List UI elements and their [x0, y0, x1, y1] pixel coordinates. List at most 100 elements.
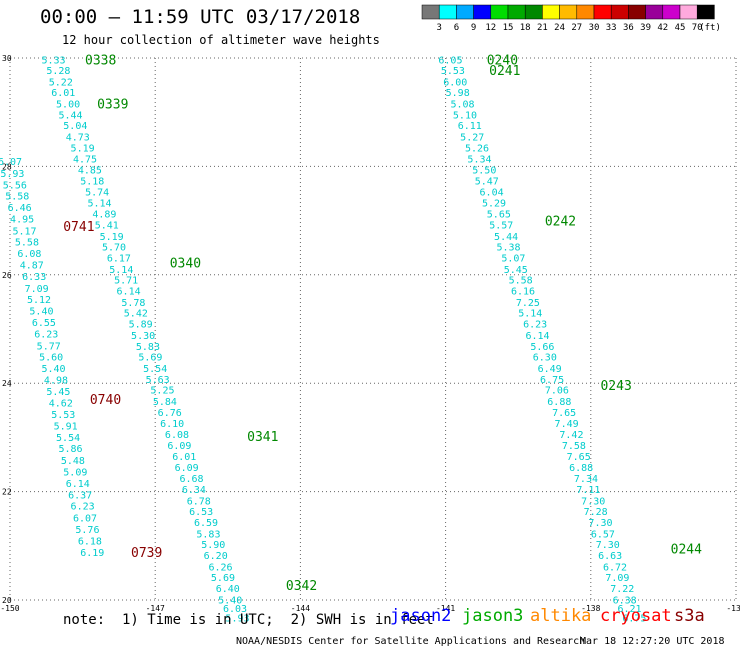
swh-value: 6.34 — [182, 485, 206, 496]
swh-value: 5.33 — [42, 56, 66, 67]
swh-value: 7.09 — [25, 284, 49, 295]
swh-value: 5.10 — [453, 110, 477, 121]
swh-value: 4.98 — [44, 375, 68, 386]
pass-time-label: 0243 — [600, 379, 631, 394]
swh-value: 6.72 — [603, 562, 627, 573]
swh-value: 5.83 — [136, 342, 160, 353]
swh-value: 6.49 — [538, 364, 562, 375]
swh-value: 6.04 — [480, 187, 504, 198]
pass-time-label: 0242 — [545, 215, 576, 230]
x-tick-label: -150 — [0, 604, 19, 613]
legend-jason2: jason2 — [390, 606, 452, 626]
swh-value: 6.46 — [8, 203, 32, 214]
swh-value: 6.23 — [523, 320, 547, 331]
swh-value: 5.65 — [487, 210, 511, 221]
swh-value: 5.69 — [138, 353, 162, 364]
colorbar-swatch — [696, 4, 715, 20]
colorbar-tick: 45 — [675, 23, 686, 33]
swh-value: 6.14 — [117, 287, 141, 298]
colorbar-swatch — [507, 4, 526, 20]
credit-line: NOAA/NESDIS Center for Satellite Applica… — [236, 636, 586, 647]
swh-value: 5.89 — [129, 320, 153, 331]
swh-value: 5.50 — [472, 166, 496, 177]
swh-value: 5.70 — [102, 243, 126, 254]
swh-value: 6.09 — [167, 441, 191, 452]
footer-note: note: 1) Time is in UTC; 2) SWH is in fe… — [63, 612, 434, 628]
swh-value: 6.08 — [165, 430, 189, 441]
wave-height-values: 5.335.285.226.015.005.445.044.735.194.75… — [0, 56, 646, 625]
swh-value: 5.09 — [63, 468, 87, 479]
swh-value: 6.16 — [511, 287, 535, 298]
swh-value: 6.88 — [547, 397, 571, 408]
pass-time-label: 0244 — [671, 543, 702, 558]
swh-value: 7.30 — [581, 496, 605, 507]
swh-value: 6.23 — [34, 329, 58, 340]
y-tick-label: 24 — [2, 379, 12, 388]
swh-value: 5.25 — [150, 386, 174, 397]
swh-value: 5.90 — [201, 540, 225, 551]
y-tick-label: 26 — [2, 271, 12, 280]
swh-value: 6.26 — [208, 562, 232, 573]
swh-value: 5.57 — [489, 220, 513, 231]
swh-value: 6.03 — [223, 604, 247, 615]
colorbar-swatch — [456, 4, 474, 20]
swh-value: 5.63 — [146, 375, 170, 386]
swh-value: 5.84 — [153, 397, 177, 408]
swh-value: 5.58 — [509, 276, 533, 287]
swh-value: 4.73 — [66, 133, 90, 144]
chart-subtitle: 12 hour collection of altimeter wave hei… — [62, 33, 380, 47]
colorbar-tick: 33 — [606, 23, 617, 33]
chart-title: 00:00 – 11:59 UTC 03/17/2018 — [40, 6, 361, 28]
swh-value: 5.14 — [109, 265, 133, 276]
swh-value: 5.26 — [465, 143, 489, 154]
colorbar-swatch — [593, 4, 612, 20]
swh-value: 4.89 — [92, 210, 116, 221]
swh-value: 5.42 — [124, 309, 148, 320]
pass-time-label: 0739 — [131, 546, 162, 561]
swh-value: 5.44 — [58, 110, 82, 121]
swh-value: 7.09 — [605, 573, 629, 584]
swh-value: 6.10 — [160, 419, 184, 430]
swh-value: 5.29 — [482, 199, 506, 210]
colorbar-tick: 6 — [454, 23, 459, 33]
swh-value: 6.57 — [591, 529, 615, 540]
swh-value: 6.08 — [17, 249, 41, 260]
swh-value: 5.58 — [5, 192, 29, 203]
colorbar-swatch — [490, 4, 509, 20]
swh-value: 7.30 — [588, 518, 612, 529]
swh-value: 6.76 — [158, 408, 182, 419]
swh-value: 7.58 — [562, 441, 586, 452]
swh-value: 7.30 — [596, 540, 620, 551]
colorbar-tick: 9 — [471, 23, 476, 33]
swh-value: 7.34 — [574, 474, 598, 485]
swh-value: 6.01 — [172, 452, 196, 463]
swh-value: 6.33 — [22, 272, 46, 283]
swh-value: 6.68 — [179, 474, 203, 485]
x-tick-label: -144 — [291, 604, 310, 613]
swh-value: 7.65 — [552, 408, 576, 419]
swh-value: 5.22 — [49, 77, 73, 88]
swh-value: 6.14 — [66, 479, 90, 490]
swh-value: 6.21 — [617, 604, 641, 615]
colorbar-tick: 27 — [571, 23, 582, 33]
swh-value: 5.77 — [37, 341, 61, 352]
legend-jason3: jason3 — [462, 606, 524, 626]
colorbar-tick: 24 — [554, 23, 565, 33]
swh-value: 5.40 — [218, 595, 242, 606]
x-tick-label: -135 — [726, 604, 740, 613]
swh-value: 5.74 — [85, 187, 109, 198]
pass-time-label: 0240 — [487, 54, 518, 69]
swh-value: 5.53 — [441, 66, 465, 77]
swh-value: 5.69 — [211, 573, 235, 584]
swh-value: 6.05 — [438, 56, 462, 67]
swh-value: 5.38 — [496, 243, 520, 254]
colorbar-swatch — [628, 4, 646, 20]
swh-value: 5.98 — [446, 88, 470, 99]
swh-value: 5.19 — [71, 143, 95, 154]
colorbar-tick: 39 — [640, 23, 651, 33]
swh-value: 5.56 — [3, 180, 27, 191]
swh-value: 7.28 — [584, 507, 608, 518]
colorbar-tick: 30 — [589, 23, 600, 33]
swh-value: 4.95 — [10, 214, 34, 225]
